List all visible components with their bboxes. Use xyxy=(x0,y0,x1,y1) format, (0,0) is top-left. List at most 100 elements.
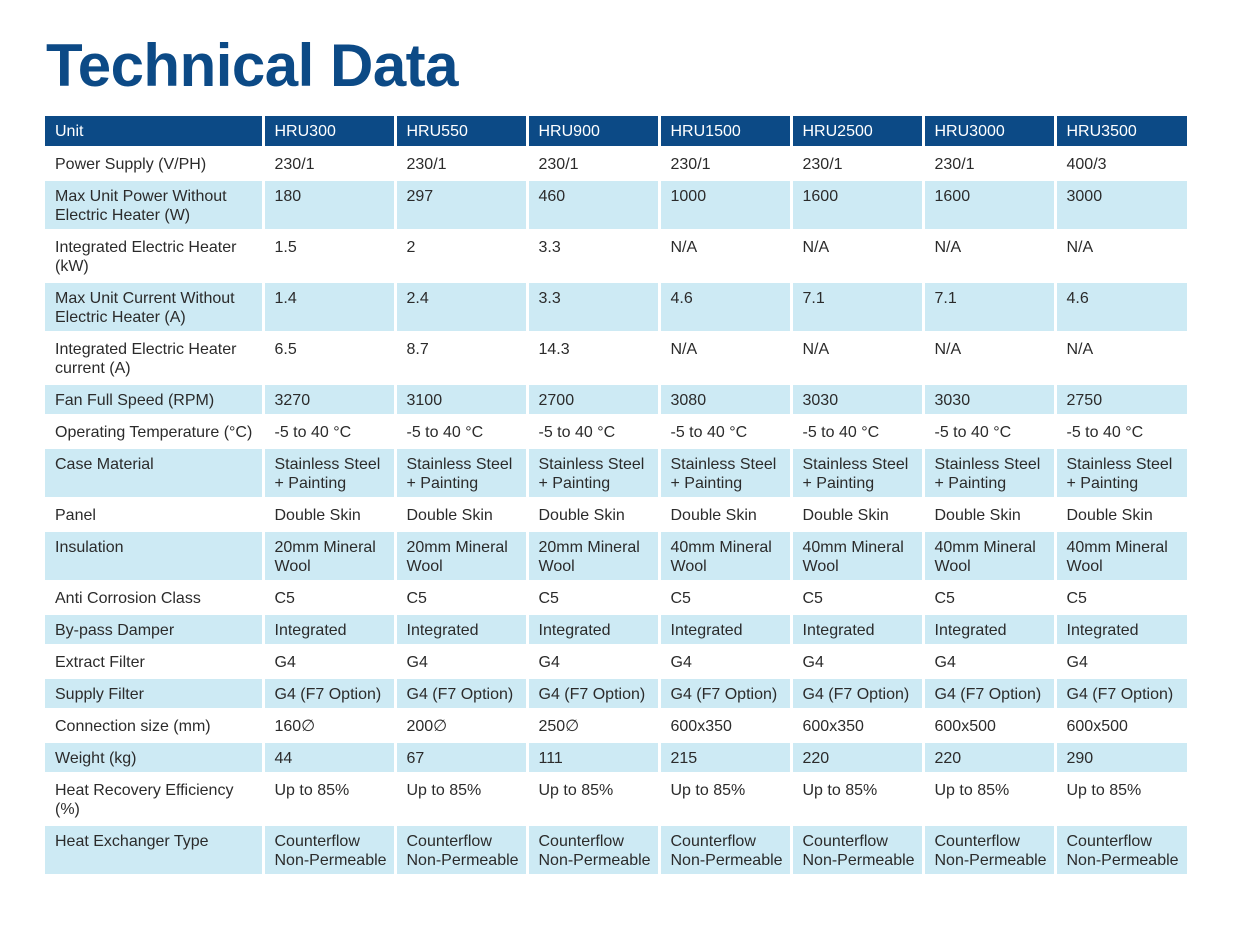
table-row: Connection size (mm) 160∅ 200∅ 250∅ 600x350 6… xyxy=(45,709,1187,743)
value-cell: 1.5 xyxy=(263,230,397,283)
value-cell: Counterflow Non-Permeable xyxy=(923,824,1057,877)
value-cell: C5 xyxy=(791,581,925,615)
value-cell: 1600 xyxy=(791,179,925,232)
value-cell: Double Skin xyxy=(1055,498,1187,532)
value-cell: 160∅ xyxy=(263,709,397,743)
value-cell: 220 xyxy=(923,741,1057,775)
value-cell: N/A xyxy=(1055,332,1187,385)
value-cell: 4.6 xyxy=(1055,281,1187,334)
table-row: Heat Recovery Efficiency (%) Up to 85% Up … xyxy=(45,773,1187,826)
table-row: Operating Temperature (°C) -5 to 40 °C -5 … xyxy=(45,415,1187,449)
value-cell: Up to 85% xyxy=(1055,773,1187,826)
row-label-cell: Heat Exchanger Type xyxy=(45,824,265,877)
table-row: Fan Full Speed (RPM) 3270 3100 2700 3080 3030… xyxy=(45,383,1187,417)
value-cell: -5 to 40 °C xyxy=(1055,415,1187,449)
value-cell: Integrated xyxy=(791,613,925,647)
value-cell: G4 xyxy=(527,645,661,679)
table-row: Panel Double Skin Double Skin Double Skin Do… xyxy=(45,498,1187,532)
header-row: Unit HRU300 HRU550 HRU900 HRU1500 HRU250… xyxy=(45,116,1187,149)
value-cell: Stainless Steel + Painting xyxy=(527,447,661,500)
value-cell: G4 xyxy=(1055,645,1187,679)
row-label-cell: Weight (kg) xyxy=(45,741,265,775)
value-cell: 3.3 xyxy=(527,230,661,283)
table-body: Power Supply (V/PH) 230/1 230/1 230/1 230/1 2… xyxy=(45,147,1187,877)
value-cell: 40mm Mineral Wool xyxy=(791,530,925,583)
technical-data-table: Unit HRU300 HRU550 HRU900 HRU1500 HRU250… xyxy=(45,116,1187,877)
value-cell: 4.6 xyxy=(659,281,793,334)
value-cell: C5 xyxy=(1055,581,1187,615)
row-label-cell: Operating Temperature (°C) xyxy=(45,415,265,449)
value-cell: 7.1 xyxy=(791,281,925,334)
value-cell: Double Skin xyxy=(395,498,529,532)
value-cell: Counterflow Non-Permeable xyxy=(1055,824,1187,877)
table-row: Max Unit Power Without Electric Heater (… xyxy=(45,179,1187,232)
value-cell: Counterflow Non-Permeable xyxy=(791,824,925,877)
row-label-cell: Case Material xyxy=(45,447,265,500)
value-cell: 230/1 xyxy=(791,147,925,181)
value-cell: 8.7 xyxy=(395,332,529,385)
table-row: Power Supply (V/PH) 230/1 230/1 230/1 230/1 2… xyxy=(45,147,1187,181)
value-cell: Up to 85% xyxy=(923,773,1057,826)
row-label-cell: Max Unit Current Without Electric Heater… xyxy=(45,281,265,334)
value-cell: 250∅ xyxy=(527,709,661,743)
value-cell: 20mm Mineral Wool xyxy=(527,530,661,583)
value-cell: G4 (F7 Option) xyxy=(791,677,925,711)
value-cell: 290 xyxy=(1055,741,1187,775)
value-cell: Double Skin xyxy=(263,498,397,532)
value-cell: 600x350 xyxy=(659,709,793,743)
value-cell: -5 to 40 °C xyxy=(791,415,925,449)
value-cell: 230/1 xyxy=(659,147,793,181)
table-row: Case Material Stainless Steel + Painting S… xyxy=(45,447,1187,500)
value-cell: G4 xyxy=(659,645,793,679)
value-cell: -5 to 40 °C xyxy=(659,415,793,449)
header-cell-hru3500: HRU3500 xyxy=(1055,116,1187,149)
value-cell: Up to 85% xyxy=(791,773,925,826)
value-cell: 20mm Mineral Wool xyxy=(395,530,529,583)
value-cell: 297 xyxy=(395,179,529,232)
value-cell: C5 xyxy=(527,581,661,615)
row-label-cell: Heat Recovery Efficiency (%) xyxy=(45,773,265,826)
header-cell-unit: Unit xyxy=(45,116,265,149)
value-cell: 20mm Mineral Wool xyxy=(263,530,397,583)
value-cell: 3100 xyxy=(395,383,529,417)
value-cell: G4 (F7 Option) xyxy=(263,677,397,711)
value-cell: G4 (F7 Option) xyxy=(527,677,661,711)
value-cell: C5 xyxy=(923,581,1057,615)
value-cell: Stainless Steel + Painting xyxy=(791,447,925,500)
value-cell: 600x500 xyxy=(923,709,1057,743)
value-cell: 460 xyxy=(527,179,661,232)
table-row: Supply Filter G4 (F7 Option) G4 (F7 Option… xyxy=(45,677,1187,711)
table-row: Heat Exchanger Type Counterflow Non-Perme… xyxy=(45,824,1187,877)
header-cell-hru900: HRU900 xyxy=(527,116,661,149)
row-label-cell: Power Supply (V/PH) xyxy=(45,147,265,181)
value-cell: N/A xyxy=(791,332,925,385)
value-cell: Integrated xyxy=(263,613,397,647)
value-cell: Integrated xyxy=(923,613,1057,647)
value-cell: Double Skin xyxy=(659,498,793,532)
value-cell: Up to 85% xyxy=(395,773,529,826)
page-title: Technical Data xyxy=(46,32,459,99)
value-cell: Counterflow Non-Permeable xyxy=(263,824,397,877)
value-cell: G4 (F7 Option) xyxy=(1055,677,1187,711)
value-cell: 200∅ xyxy=(395,709,529,743)
value-cell: Up to 85% xyxy=(527,773,661,826)
value-cell: Integrated xyxy=(1055,613,1187,647)
value-cell: 1.4 xyxy=(263,281,397,334)
table-row: Insulation 20mm Mineral Wool 20mm Mineral … xyxy=(45,530,1187,583)
header-cell-hru3000: HRU3000 xyxy=(923,116,1057,149)
value-cell: -5 to 40 °C xyxy=(263,415,397,449)
row-label-cell: Insulation xyxy=(45,530,265,583)
value-cell: C5 xyxy=(659,581,793,615)
table-row: Integrated Electric Heater current (A) 6.… xyxy=(45,332,1187,385)
value-cell: N/A xyxy=(923,230,1057,283)
value-cell: 3.3 xyxy=(527,281,661,334)
value-cell: 6.5 xyxy=(263,332,397,385)
value-cell: G4 xyxy=(791,645,925,679)
value-cell: 2.4 xyxy=(395,281,529,334)
value-cell: 3030 xyxy=(923,383,1057,417)
value-cell: Integrated xyxy=(527,613,661,647)
value-cell: N/A xyxy=(923,332,1057,385)
value-cell: 180 xyxy=(263,179,397,232)
value-cell: 230/1 xyxy=(527,147,661,181)
value-cell: 14.3 xyxy=(527,332,661,385)
